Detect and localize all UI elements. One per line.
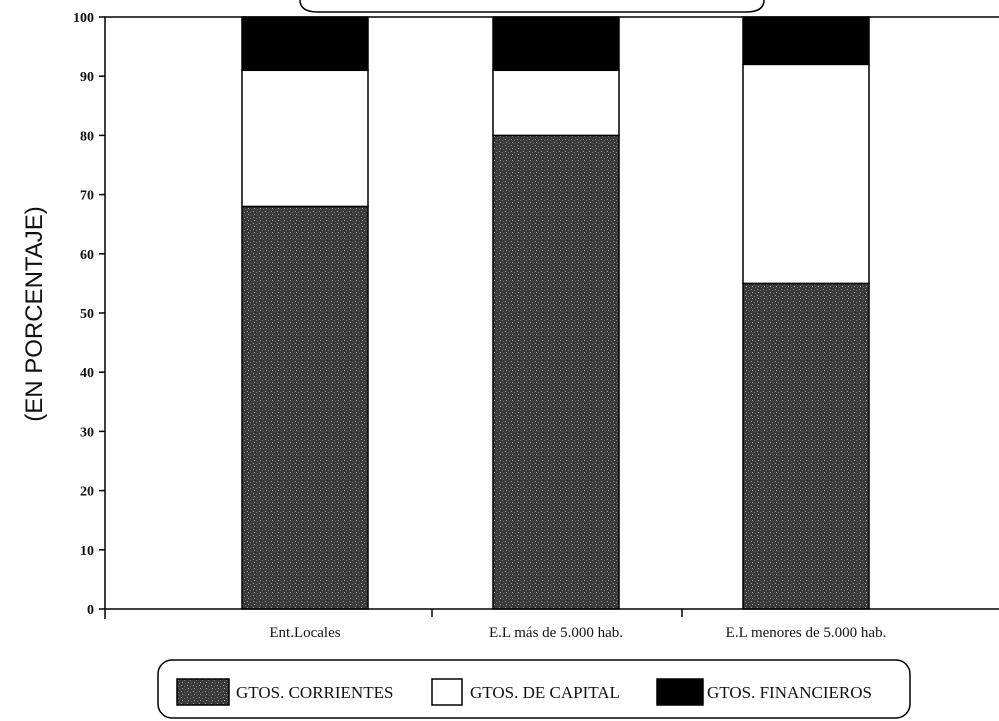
y-tick-label: 90 — [80, 70, 94, 85]
legend-label: GTOS. FINANCIEROS — [707, 683, 872, 702]
y-tick-label: 100 — [73, 11, 94, 26]
bar-segment — [492, 134, 620, 610]
bar-segment — [492, 16, 620, 72]
y-tick-label: 20 — [80, 485, 94, 500]
bar-segment — [241, 69, 369, 208]
x-category-label: E.L más de 5.000 hab. — [489, 625, 623, 641]
x-category-label: E.L menores de 5.000 hab. — [726, 625, 887, 641]
y-tick-label: 0 — [87, 603, 94, 618]
y-tick-label: 30 — [80, 425, 94, 440]
x-category-label: Ent.Locales — [269, 625, 340, 641]
legend-label: GTOS. DE CAPITAL — [470, 683, 620, 702]
bar-segment — [742, 282, 870, 610]
y-tick-label: 70 — [80, 189, 94, 204]
y-axis-label: (EN PORCENTAJE) — [21, 206, 48, 422]
y-tick-label: 50 — [80, 307, 94, 322]
legend-items: GTOS. CORRIENTES GTOS. DE CAPITAL GTOS. FI… — [176, 678, 872, 706]
bar-segment — [492, 69, 620, 137]
bars-layer — [241, 16, 870, 610]
y-tick-label: 40 — [80, 366, 94, 381]
axes-layer: 0 10 20 30 40 50 60 70 80 90 100 Ent.Locales E.L más… — [73, 11, 999, 641]
legend-box — [157, 659, 911, 719]
y-tick-label: 60 — [80, 248, 94, 263]
legend: GTOS. CORRIENTES GTOS. DE CAPITAL GTOS. FI… — [157, 659, 911, 719]
legend-swatch — [176, 678, 230, 706]
legend-label: GTOS. CORRIENTES — [236, 683, 393, 702]
legend-swatch — [431, 678, 463, 706]
y-tick-label: 10 — [80, 544, 94, 559]
y-tick-label: 80 — [80, 129, 94, 144]
bar-segment — [742, 63, 870, 285]
bar-segment — [241, 16, 369, 72]
bar-segment — [241, 205, 369, 610]
legend-swatch — [656, 678, 704, 706]
title-box-remnant — [299, 0, 765, 13]
bar-segment — [742, 16, 870, 66]
